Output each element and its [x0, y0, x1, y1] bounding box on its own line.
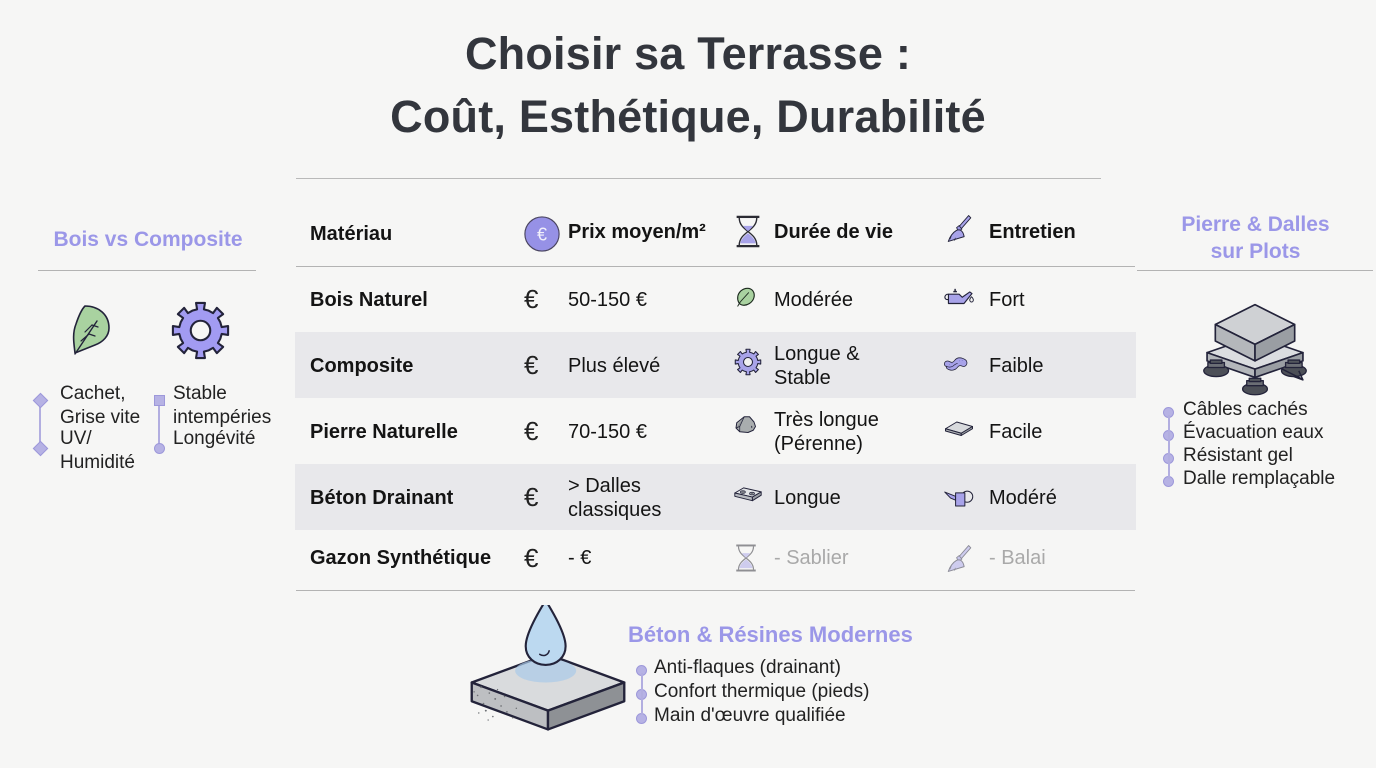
svg-text:€: €	[537, 224, 547, 244]
